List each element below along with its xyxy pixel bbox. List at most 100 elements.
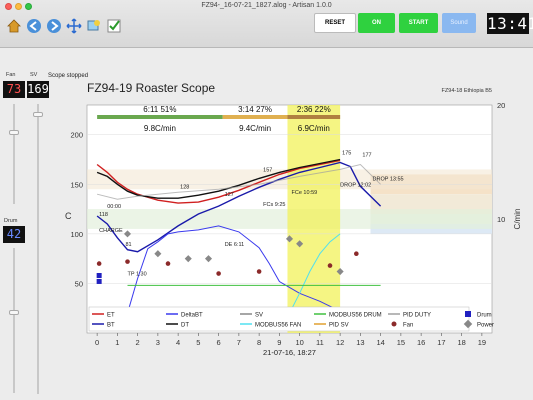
sv-slider-knob[interactable] bbox=[33, 112, 43, 117]
legend-label: PID SV bbox=[329, 323, 349, 329]
x-tick-label: 3 bbox=[156, 338, 160, 347]
y-tick-label: 150 bbox=[70, 180, 83, 189]
x-tick-label: 5 bbox=[196, 338, 200, 347]
annotation-label: 175 bbox=[342, 151, 351, 157]
fan-event-marker bbox=[216, 271, 221, 276]
annotation-label: DROP 12:02 bbox=[340, 182, 371, 188]
legend-label: Drum bbox=[477, 313, 492, 319]
phase-bar bbox=[222, 115, 288, 119]
roast-timer-display: 13:41 bbox=[487, 13, 533, 34]
y2-axis-label: C/min bbox=[513, 209, 522, 230]
legend-label: SV bbox=[255, 313, 263, 319]
annotation-label: 128 bbox=[180, 184, 189, 190]
drum-event-marker bbox=[96, 273, 102, 279]
window-title: FZ94-_16-07-21_1827.alog - Artisan 1.0.0 bbox=[201, 2, 332, 9]
x-tick-label: 14 bbox=[376, 338, 384, 347]
x-tick-label: 15 bbox=[397, 338, 405, 347]
fan-event-marker bbox=[327, 263, 333, 268]
home-icon[interactable] bbox=[4, 16, 24, 36]
sv-slider-track[interactable] bbox=[37, 104, 39, 394]
minimize-window-button[interactable] bbox=[15, 3, 22, 10]
power-event-marker bbox=[336, 268, 344, 276]
back-icon[interactable] bbox=[24, 16, 44, 36]
power-event-marker bbox=[296, 240, 304, 248]
annotation-label: 177 bbox=[362, 153, 371, 159]
legend-label: DeltaBT bbox=[181, 313, 203, 319]
power-event-marker bbox=[285, 235, 294, 243]
zoom-icon[interactable] bbox=[84, 16, 104, 36]
x-tick-label: 7 bbox=[237, 338, 241, 347]
drum-value-display: 42 bbox=[3, 226, 25, 243]
series-line-dt bbox=[96, 158, 341, 199]
fan-event-marker bbox=[125, 259, 130, 264]
x-tick-label: 4 bbox=[176, 338, 180, 347]
background-band bbox=[370, 223, 492, 234]
x-tick-label: 13 bbox=[356, 338, 364, 347]
x-tick-label: 9 bbox=[277, 338, 281, 347]
phase-time-label: 2:36 22% bbox=[297, 105, 331, 114]
annotation-label: FCs 9:25 bbox=[263, 202, 285, 208]
legend-label: MODBUS56 FAN bbox=[255, 323, 301, 329]
x-tick-label: 11 bbox=[316, 338, 324, 347]
fan-event-marker bbox=[354, 251, 359, 256]
power-event-marker bbox=[204, 255, 213, 263]
x-tick-label: 17 bbox=[437, 338, 445, 347]
legend-swatch bbox=[463, 319, 473, 329]
reset-button[interactable]: RESET bbox=[314, 13, 356, 33]
close-window-button[interactable] bbox=[5, 3, 12, 10]
y-tick-label: 50 bbox=[75, 279, 83, 288]
series-line-deltabt bbox=[127, 225, 341, 314]
x-tick-label: 12 bbox=[336, 338, 344, 347]
fan-event-marker bbox=[96, 261, 102, 266]
legend-label: BT bbox=[107, 323, 115, 329]
phase-bar bbox=[97, 115, 223, 119]
phase-time-label: 6:11 51% bbox=[143, 105, 176, 114]
annotation-label: TP 1:30 bbox=[128, 272, 147, 278]
chart-subtitle: FZ94-18 Ethiopia B5 bbox=[442, 88, 492, 94]
y-tick-label: 200 bbox=[70, 131, 83, 140]
phase-time-label: 3:14 27% bbox=[238, 105, 272, 114]
window-titlebar: FZ94-_16-07-21_1827.alog - Artisan 1.0.0… bbox=[0, 0, 533, 48]
start-button[interactable]: START bbox=[399, 13, 438, 33]
series-line-pid-duty bbox=[96, 163, 381, 200]
x-tick-label: 0 bbox=[95, 338, 99, 347]
x-tick-label: 2 bbox=[136, 338, 140, 347]
annotation-label: FCe 10:59 bbox=[292, 190, 318, 196]
scope-status: Scope stopped bbox=[48, 73, 89, 79]
sidebar: Fan SV 73 169 Drum 42 bbox=[0, 48, 52, 400]
drum-slider-track[interactable] bbox=[13, 248, 15, 393]
forward-icon[interactable] bbox=[44, 16, 64, 36]
annotation-label: 118 bbox=[99, 212, 108, 218]
drum-slider-knob[interactable] bbox=[9, 310, 19, 315]
fan-value-display: 73 bbox=[3, 81, 25, 98]
drum-event-marker bbox=[96, 278, 102, 284]
legend-label: Fan bbox=[403, 323, 413, 329]
series-line-bt bbox=[96, 161, 382, 253]
legend-label: MODBUS56 DRUM bbox=[329, 313, 382, 319]
maximize-window-button[interactable] bbox=[25, 3, 32, 10]
fan-slider-track[interactable] bbox=[13, 104, 15, 204]
legend-box bbox=[88, 306, 470, 332]
x-tick-label: 18 bbox=[457, 338, 465, 347]
power-event-marker bbox=[154, 250, 162, 258]
check-icon[interactable] bbox=[104, 16, 124, 36]
pan-icon[interactable] bbox=[64, 16, 84, 36]
on-button[interactable]: ON bbox=[358, 13, 395, 33]
fan-event-marker bbox=[256, 269, 262, 274]
legend-swatch bbox=[391, 321, 397, 327]
x-axis-label: 21-07-16, 18:27 bbox=[263, 348, 316, 357]
legend-label: Power bbox=[477, 323, 494, 329]
sound-button[interactable]: Sound bbox=[442, 13, 476, 33]
phase-rate-label: 9.4C/min bbox=[239, 124, 271, 133]
phase-bar bbox=[287, 115, 341, 119]
sv-value-display: 169 bbox=[27, 81, 49, 98]
x-tick-label: 16 bbox=[417, 338, 425, 347]
power-event-marker bbox=[123, 230, 132, 238]
series-line-et bbox=[96, 159, 341, 204]
chart-title: FZ94-19 Roaster Scope bbox=[87, 81, 215, 95]
x-tick-label: 1 bbox=[115, 338, 119, 347]
fan-slider-knob[interactable] bbox=[9, 130, 19, 135]
y2-tick-label: 20 bbox=[497, 101, 505, 110]
power-event-marker bbox=[184, 255, 192, 263]
